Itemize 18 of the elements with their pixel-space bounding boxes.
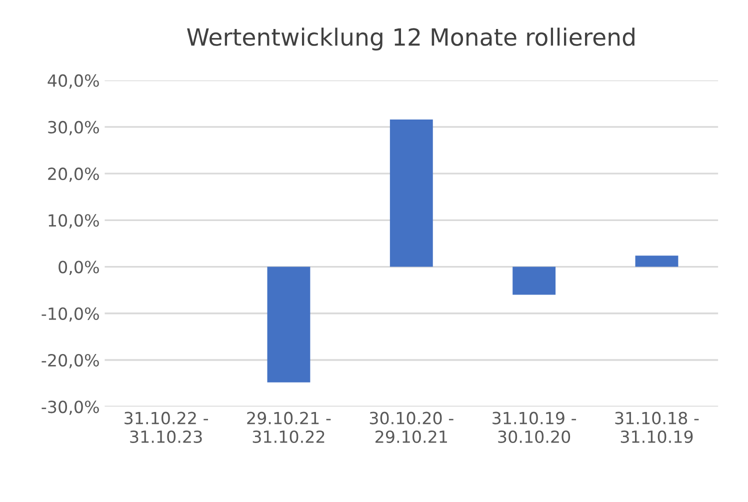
x-tick-label: 31.10.22 - 31.10.23 [124,412,208,444]
bar [635,256,678,267]
y-tick-label: -10,0% [42,307,99,322]
y-tick-label: 20,0% [48,168,99,182]
bar [512,266,556,295]
bar [390,119,433,267]
x-tick-label: 31.10.18 - 31.10.19 [615,412,699,444]
x-tick-label: 30.10.20 - 29.10.21 [370,412,454,444]
x-tick-label: 31.10.19 - 30.10.20 [492,412,576,444]
bar [267,266,310,382]
y-tick-label: -20,0% [42,354,99,368]
x-tick-label: 29.10.21 - 31.10.22 [247,412,331,444]
y-tick-label: 10,0% [48,214,99,228]
y-tick-label: 40,0% [48,74,99,89]
y-tick-label: -30,0% [42,400,99,415]
chart-title: Wertentwicklung 12 Monate rollierend [187,28,634,51]
y-tick-label: 0,0% [58,260,99,276]
y-tick-label: 30,0% [48,120,99,136]
